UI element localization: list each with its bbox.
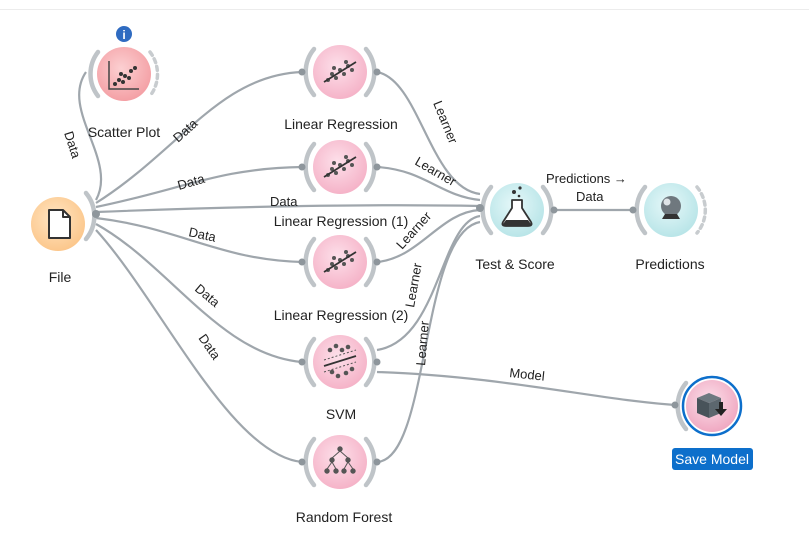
svm-icon xyxy=(323,343,357,379)
save-model-icon xyxy=(697,393,727,418)
node-svm-anchor-in[interactable] xyxy=(298,358,306,366)
link-label-lr1-test: Learner xyxy=(413,154,460,190)
node-svm[interactable]: SVM xyxy=(298,335,381,422)
node-scatter-plot-input-arc xyxy=(88,49,101,99)
link-label-test-predictions-bottom: Data xyxy=(576,189,604,204)
node-scatter-plot-label: Scatter Plot xyxy=(88,124,160,140)
node-linear-regression-2-anchor-in[interactable] xyxy=(298,258,306,266)
node-random-forest[interactable]: Random Forest xyxy=(296,435,393,525)
linear-regression-icon xyxy=(323,60,357,83)
node-predictions-anchor-in[interactable] xyxy=(629,206,637,214)
link-svm-save[interactable] xyxy=(376,370,676,407)
info-badge-icon[interactable]: i xyxy=(116,26,132,42)
link-svm-test[interactable] xyxy=(376,214,481,352)
link-label-file-rf: Data xyxy=(196,331,224,363)
node-predictions-input-arc xyxy=(634,184,648,236)
link-file-lr2[interactable] xyxy=(95,216,303,264)
file-icon xyxy=(48,209,71,239)
node-svm-label: SVM xyxy=(326,406,356,422)
node-file-label: File xyxy=(49,269,72,285)
node-scatter-plot-circle[interactable] xyxy=(97,47,151,101)
node-svm-output-arc xyxy=(363,336,377,388)
node-linear-regression-2-output-arc xyxy=(363,236,377,288)
link-file-lr[interactable] xyxy=(95,70,303,204)
node-save-model-selection-ring xyxy=(681,375,743,437)
link-lr1-test[interactable] xyxy=(376,165,481,202)
node-scatter-plot[interactable]: i Scatter Plot xyxy=(88,26,160,140)
node-linear-regression-anchor-out[interactable] xyxy=(373,68,381,76)
node-linear-regression-2-input-arc xyxy=(303,236,317,288)
link-lr-test[interactable] xyxy=(376,70,481,196)
node-random-forest-anchor-out[interactable] xyxy=(373,458,381,466)
node-test-score-input-arc xyxy=(480,184,494,236)
info-badge-text: i xyxy=(122,28,125,42)
link-rf-test[interactable] xyxy=(376,220,481,464)
node-random-forest-output-arc xyxy=(363,436,377,488)
link-label-file-test: Data xyxy=(270,194,298,209)
node-linear-regression-2-anchor-out[interactable] xyxy=(373,258,381,266)
node-linear-regression-input-arc xyxy=(303,46,317,98)
node-save-model-label-highlight xyxy=(672,448,753,470)
node-linear-regression-2[interactable]: Linear Regression (2) xyxy=(274,235,409,323)
crystal-ball-icon xyxy=(661,196,681,219)
node-random-forest-anchor-in[interactable] xyxy=(298,458,306,466)
link-lr2-test[interactable] xyxy=(376,208,481,264)
node-test-score[interactable]: Test & Score xyxy=(475,183,558,272)
linear-regression-icon xyxy=(323,250,357,273)
node-predictions[interactable]: Predictions xyxy=(629,183,708,272)
scatter-plot-icon xyxy=(108,61,139,90)
node-random-forest-circle[interactable] xyxy=(313,435,367,489)
random-forest-icon xyxy=(324,446,356,474)
link-file-svm[interactable] xyxy=(95,223,303,364)
node-svm-circle[interactable] xyxy=(313,335,367,389)
link-file-scatter[interactable] xyxy=(78,71,103,201)
link-label-file-lr1: Data xyxy=(176,171,207,193)
node-file-anchor[interactable] xyxy=(92,210,100,218)
link-file-test[interactable] xyxy=(95,204,481,214)
link-label-lr-test: Learner xyxy=(430,99,461,147)
node-test-score-anchor-out[interactable] xyxy=(550,206,558,214)
node-linear-regression-output-arc xyxy=(363,46,377,98)
node-save-model[interactable]: Save Model xyxy=(671,375,754,470)
links xyxy=(78,70,676,464)
node-linear-regression-label: Linear Regression xyxy=(284,116,398,132)
link-label-file-scatter: Data xyxy=(61,129,84,160)
link-file-lr1[interactable] xyxy=(95,165,303,209)
node-svm-anchor-out[interactable] xyxy=(373,358,381,366)
node-linear-regression[interactable]: Linear Regression xyxy=(284,45,398,132)
link-label-svm-test: Learner xyxy=(402,261,425,308)
canvas-top-border xyxy=(0,9,809,10)
node-linear-regression-1[interactable]: Linear Regression (1) xyxy=(274,140,409,229)
node-test-score-output-arc xyxy=(540,184,554,236)
node-linear-regression-1-anchor-out[interactable] xyxy=(373,163,381,171)
node-test-score-anchor-in[interactable] xyxy=(476,204,484,212)
node-linear-regression-anchor-in[interactable] xyxy=(298,68,306,76)
node-svm-input-arc xyxy=(303,336,317,388)
link-label-svm-save: Model xyxy=(509,365,546,384)
node-predictions-output-arc xyxy=(695,185,708,235)
node-test-score-label: Test & Score xyxy=(475,256,555,272)
flask-icon xyxy=(501,186,533,227)
node-linear-regression-2-label: Linear Regression (2) xyxy=(274,307,409,323)
link-label-rf-test: Learner xyxy=(413,320,432,367)
node-linear-regression-1-input-arc xyxy=(303,141,317,193)
linear-regression-icon xyxy=(323,155,357,178)
link-file-rf[interactable] xyxy=(95,229,303,464)
node-save-model-anchor-in[interactable] xyxy=(671,401,679,409)
node-random-forest-label: Random Forest xyxy=(296,509,393,525)
link-label-file-lr2: Data xyxy=(187,224,218,245)
node-linear-regression-1-anchor-in[interactable] xyxy=(298,163,306,171)
node-file[interactable]: File xyxy=(31,190,100,285)
node-linear-regression-1-label: Linear Regression (1) xyxy=(274,213,409,229)
link-label-test-predictions-top: Predictions → xyxy=(546,171,627,186)
node-random-forest-input-arc xyxy=(303,436,317,488)
node-predictions-label: Predictions xyxy=(635,256,704,272)
node-linear-regression-1-output-arc xyxy=(363,141,377,193)
node-save-model-label: Save Model xyxy=(675,451,749,467)
node-scatter-plot-output-arc xyxy=(148,50,160,98)
